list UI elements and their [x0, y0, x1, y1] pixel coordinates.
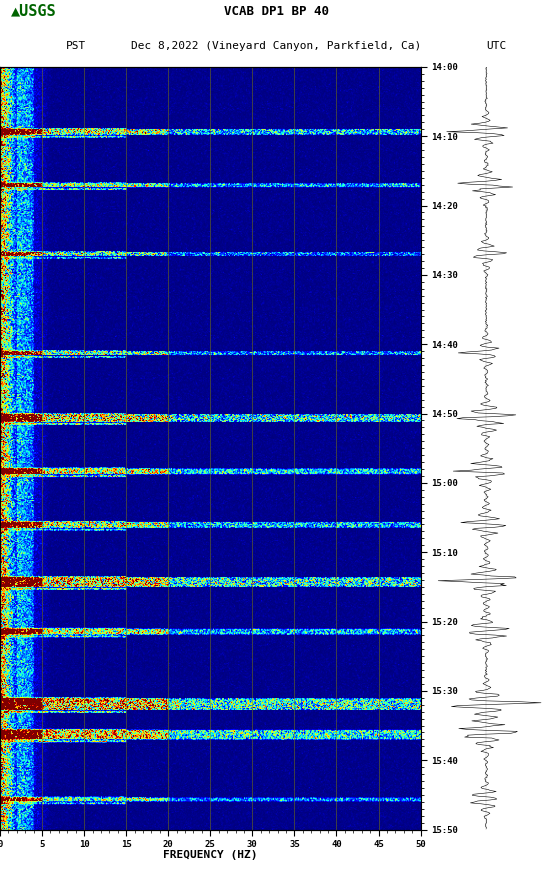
Text: PST: PST [66, 41, 87, 52]
Text: ▲USGS: ▲USGS [11, 4, 57, 19]
Text: Dec 8,2022 (Vineyard Canyon, Parkfield, Ca): Dec 8,2022 (Vineyard Canyon, Parkfield, … [131, 41, 421, 52]
X-axis label: FREQUENCY (HZ): FREQUENCY (HZ) [163, 850, 258, 861]
Text: UTC: UTC [487, 41, 507, 52]
Text: VCAB DP1 BP 40: VCAB DP1 BP 40 [224, 5, 328, 19]
